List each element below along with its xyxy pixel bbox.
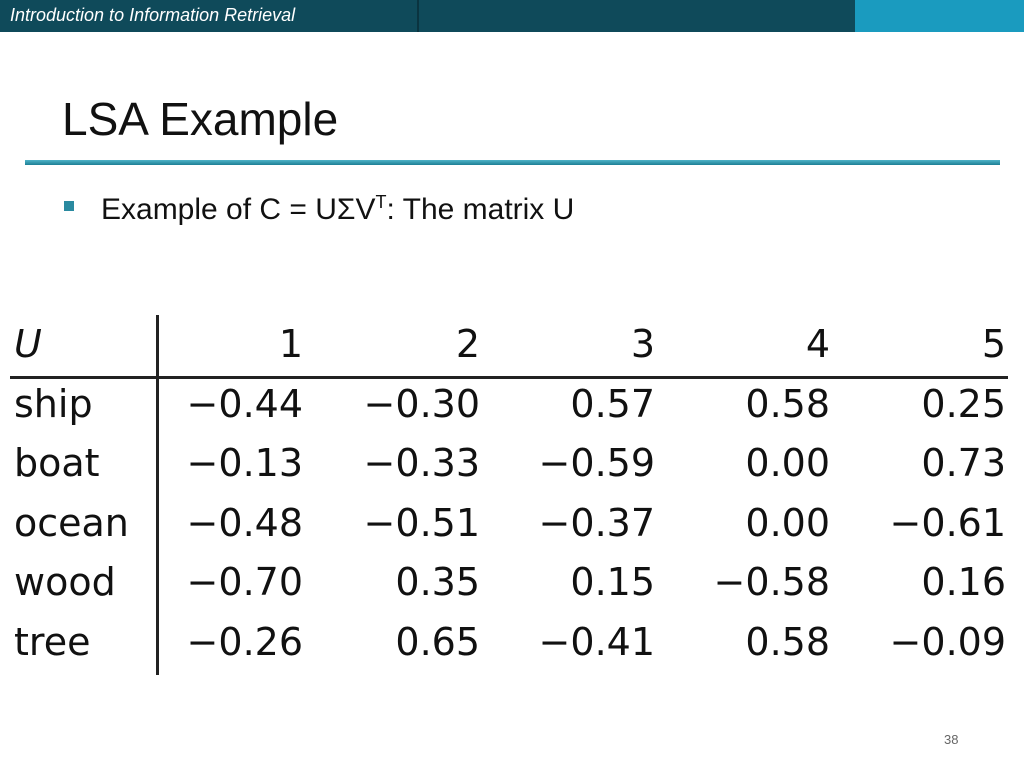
row-label: ocean (14, 500, 129, 545)
matrix-value: 0.65 (395, 619, 480, 664)
matrix-value: −0.51 (363, 500, 480, 545)
matrix-value: 0.58 (745, 381, 830, 426)
matrix-value: −0.26 (186, 619, 303, 664)
header-cell: 4 (805, 322, 830, 366)
bullet-part: : The matrix U (386, 193, 575, 226)
matrix-value: −0.30 (363, 381, 480, 426)
matrix-value: −0.61 (889, 500, 1006, 545)
header-cell: U (14, 322, 42, 366)
header-cell: 3 (630, 322, 655, 366)
page-number: 38 (944, 732, 959, 747)
matrix-value: 0.00 (745, 500, 830, 545)
matrix-value: 0.57 (570, 381, 655, 426)
bullet-part: Example of C = UΣV (101, 193, 376, 226)
matrix-value: −0.37 (538, 500, 655, 545)
row-label: ship (14, 381, 93, 426)
row-label: wood (14, 560, 116, 604)
bullet-text: Example of C = UΣVT: The matrix U (101, 192, 574, 227)
table-horizontal-rule (10, 376, 1008, 379)
matrix-value: −0.70 (186, 560, 303, 604)
matrix-value: −0.13 (186, 441, 303, 485)
matrix-value: 0.35 (395, 560, 480, 604)
matrix-value: −0.44 (186, 381, 303, 426)
slide-title: LSA Example (62, 93, 339, 145)
matrix-value: −0.41 (538, 619, 655, 664)
matrix-value: 0.15 (570, 560, 655, 604)
matrix-value: 0.58 (745, 619, 830, 664)
matrix-value: 0.00 (745, 441, 830, 485)
top-bar-accent (855, 0, 1024, 32)
matrix-value: 0.16 (921, 560, 1006, 604)
matrix-value: −0.09 (889, 619, 1006, 664)
matrix-value: −0.33 (363, 441, 480, 485)
matrix-value: −0.58 (713, 560, 830, 604)
top-bar (0, 0, 1024, 32)
bullet-superscript: T (375, 192, 387, 212)
bullet-marker (64, 201, 74, 211)
matrix-value: −0.48 (186, 500, 303, 545)
row-label: boat (14, 441, 100, 485)
header-cell: 1 (278, 322, 303, 366)
header-cell: 5 (981, 322, 1006, 366)
matrix-value: −0.59 (538, 441, 655, 485)
matrix-value: 0.73 (921, 441, 1006, 485)
course-name: Introduction to Information Retrieval (10, 5, 296, 25)
title-rule (25, 160, 1000, 165)
matrix-value: 0.25 (921, 381, 1006, 426)
row-label: tree (14, 619, 91, 664)
header-cell: 2 (455, 322, 480, 366)
top-bar-separator (417, 0, 419, 32)
table-vertical-rule (156, 315, 159, 675)
